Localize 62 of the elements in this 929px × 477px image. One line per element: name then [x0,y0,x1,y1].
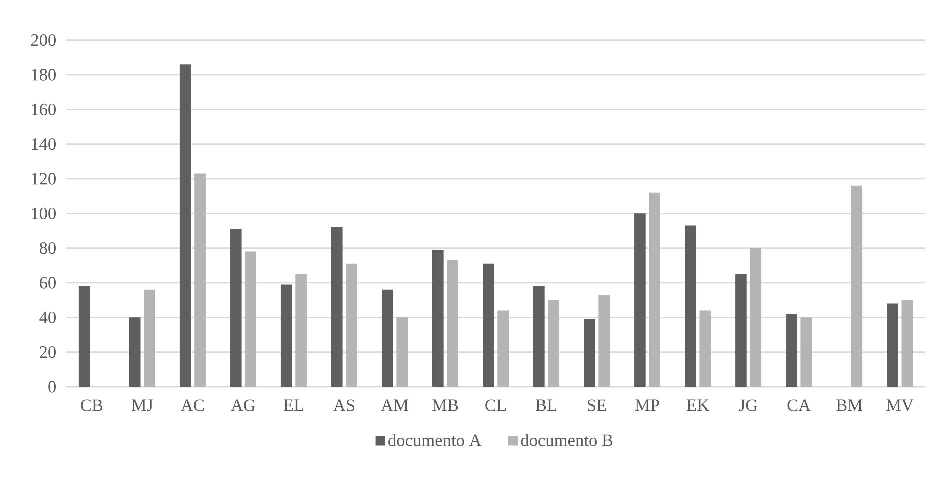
bar [887,304,898,387]
bar [800,318,812,387]
y-tick-label: 200 [31,34,56,46]
x-tick-label: MP [636,400,660,412]
bar [534,286,545,387]
bar [902,300,914,387]
bar [180,64,192,387]
bar [382,290,394,387]
bar [346,264,358,387]
x-tick-label: MJ [132,400,154,412]
x-tick-label: CB [81,400,103,412]
bar [78,286,90,387]
x-tick-label: CA [788,400,811,412]
bar [851,186,863,387]
bar [280,284,292,387]
y-tick-label: 60 [40,277,56,289]
y-tick-label: 20 [40,346,56,358]
bar [649,192,661,387]
y-tick-label: 180 [32,69,56,81]
x-tick-label: AM [381,400,408,412]
bar [736,274,747,387]
legend-label: documento A [388,434,482,446]
x-tick-label: CL [486,400,506,412]
x-tick-label: MV [886,400,914,412]
x-tick-label: BL [536,400,557,412]
bar [584,319,596,387]
bar [634,214,646,387]
bar [786,314,798,387]
y-tick-label: 0 [48,381,56,393]
x-tick-label: AG [231,400,256,412]
bar [750,248,762,387]
x-tick-label: AS [334,400,354,412]
x-tick-label: JG [739,400,758,412]
y-tick-label: 120 [32,173,56,185]
x-tick-label: AC [181,400,204,412]
bar [144,290,156,387]
bar [396,318,408,387]
legend-label: documento B [521,434,613,446]
bar [230,229,242,387]
y-tick-label: 100 [32,208,56,220]
bar [598,295,610,387]
x-tick-label: MB [432,400,458,412]
bar [700,310,712,387]
bar [447,260,458,387]
bar [129,318,141,387]
bar [548,300,560,387]
bar [498,310,510,387]
x-tick-label: EL [284,400,304,412]
x-tick-label: EK [686,400,710,412]
bar [296,274,307,387]
bar [245,252,256,387]
x-tick-label: BM [836,400,863,412]
bar [483,264,494,387]
y-tick-label: 80 [40,242,56,254]
y-tick-label: 140 [32,138,56,150]
y-tick-label: 40 [40,312,56,324]
x-tick-label: SE [588,400,606,412]
bar [331,228,343,387]
y-tick-label: 160 [32,104,56,116]
bar [432,250,444,387]
bar [194,174,206,387]
bar [685,226,696,387]
